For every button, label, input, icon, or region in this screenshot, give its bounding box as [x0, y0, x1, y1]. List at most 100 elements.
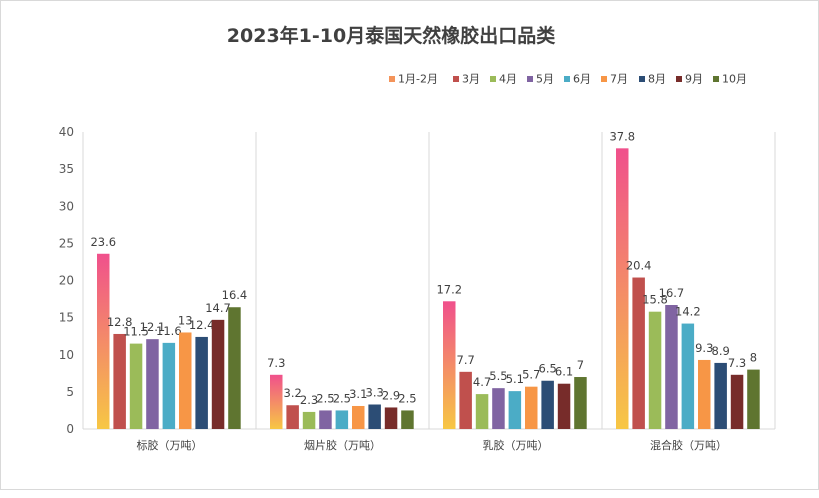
data-label: 7.3 — [267, 356, 285, 370]
data-label: 12.8 — [107, 315, 133, 329]
bar — [574, 377, 587, 429]
x-category-label: 标胶（万吨） — [137, 438, 203, 452]
y-tick-label: 40 — [59, 125, 74, 139]
bar — [459, 371, 472, 429]
bar — [525, 386, 538, 429]
legend-label: 4月 — [499, 73, 517, 86]
legend-swatch — [639, 76, 645, 82]
legend-swatch — [564, 76, 570, 82]
data-label: 37.8 — [609, 129, 635, 143]
bar — [508, 391, 522, 429]
data-label: 7.3 — [728, 356, 746, 370]
bar — [319, 410, 332, 429]
bar — [747, 369, 760, 429]
data-label: 2.9 — [382, 388, 400, 402]
bar — [270, 374, 283, 429]
legend-label: 6月 — [573, 73, 591, 86]
legend-swatch — [453, 76, 459, 82]
legend-label: 9月 — [685, 73, 703, 86]
data-label: 2.5 — [398, 391, 416, 405]
data-label: 12.4 — [189, 318, 215, 332]
bar — [179, 332, 192, 429]
bar — [286, 405, 299, 429]
bar — [443, 301, 456, 429]
bar — [352, 405, 365, 429]
bar — [195, 336, 208, 429]
bar — [492, 388, 505, 429]
data-label: 2.3 — [300, 393, 318, 407]
plot-area: 0 5 10 15 20 25 30 35 40 标胶（万吨） 23.6 12.811.512.111… — [59, 125, 776, 452]
bar — [146, 339, 159, 429]
bar — [211, 319, 225, 429]
y-tick-label: 25 — [59, 236, 74, 250]
legend-swatch — [490, 76, 496, 82]
data-label: 7.7 — [457, 353, 475, 367]
x-category-label: 烟片胶（万吨） — [304, 438, 381, 452]
legend-label: 1月-2月 — [398, 73, 438, 86]
data-label: 8.9 — [712, 344, 730, 358]
bar — [681, 323, 695, 429]
data-label: 5.1 — [506, 372, 524, 386]
x-category-label: 混合胶（万吨） — [650, 438, 727, 452]
data-label: 11.6 — [156, 324, 182, 338]
data-label: 7 — [577, 358, 584, 372]
bar — [228, 307, 241, 429]
y-tick-label: 20 — [59, 274, 74, 288]
bar — [632, 277, 645, 429]
bar — [698, 359, 711, 429]
y-tick-label: 30 — [59, 199, 74, 213]
data-label: 2.5 — [333, 391, 351, 405]
y-tick-label: 10 — [59, 348, 74, 362]
data-label: 9.3 — [695, 341, 713, 355]
data-label: 13 — [178, 313, 193, 327]
y-tick-label: 15 — [59, 311, 74, 325]
y-tick-label: 5 — [66, 385, 74, 399]
x-category-label: 乳胶（万吨） — [483, 438, 549, 452]
data-label: 14.7 — [205, 301, 231, 315]
data-label: 5.7 — [522, 368, 540, 382]
chart-title: 2023年1-10月泰国天然橡胶出口品类 — [227, 24, 555, 47]
data-label: 6.5 — [539, 362, 557, 376]
bar — [368, 404, 381, 429]
data-label: 11.5 — [123, 325, 149, 339]
bar — [162, 342, 176, 429]
data-label: 20.4 — [626, 259, 652, 273]
bar — [648, 311, 662, 429]
data-label: 16.4 — [222, 288, 248, 302]
legend: 1月-2月 3月 4月 5月 6月 7月 8月 9月 10月 — [389, 73, 747, 86]
data-label: 5.5 — [489, 369, 507, 383]
bar — [384, 407, 398, 429]
data-label: 17.2 — [436, 282, 462, 296]
bar — [97, 253, 110, 429]
bar — [714, 362, 727, 429]
y-tick-label: 0 — [66, 422, 74, 436]
data-label: 8 — [750, 351, 757, 365]
data-label: 15.8 — [642, 293, 668, 307]
legend-label: 5月 — [536, 73, 554, 86]
data-label: 6.1 — [555, 365, 573, 379]
bar — [616, 148, 629, 429]
bar — [335, 410, 349, 429]
bar — [475, 394, 489, 429]
data-label: 14.2 — [675, 305, 701, 319]
data-label: 4.7 — [473, 375, 491, 389]
legend-swatch — [527, 76, 533, 82]
y-tick-label: 35 — [59, 162, 74, 176]
bar — [541, 380, 554, 429]
legend-swatch — [713, 76, 719, 82]
legend-label: 10月 — [722, 73, 747, 86]
legend-swatch — [389, 76, 395, 82]
data-label: 12.1 — [140, 320, 166, 334]
data-label: 3.3 — [366, 385, 384, 399]
legend-label: 8月 — [648, 73, 666, 86]
bar — [129, 343, 143, 429]
data-label: 23.6 — [90, 235, 116, 249]
bar — [113, 333, 126, 429]
bar — [730, 374, 744, 429]
legend-label: 3月 — [462, 73, 480, 86]
bar — [665, 305, 678, 429]
data-label: 16.7 — [659, 286, 685, 300]
legend-swatch — [601, 76, 607, 82]
bar-chart: 2023年1-10月泰国天然橡胶出口品类 1月-2月 3月 4月 5月 6月 7月 8月 9月… — [59, 24, 776, 452]
